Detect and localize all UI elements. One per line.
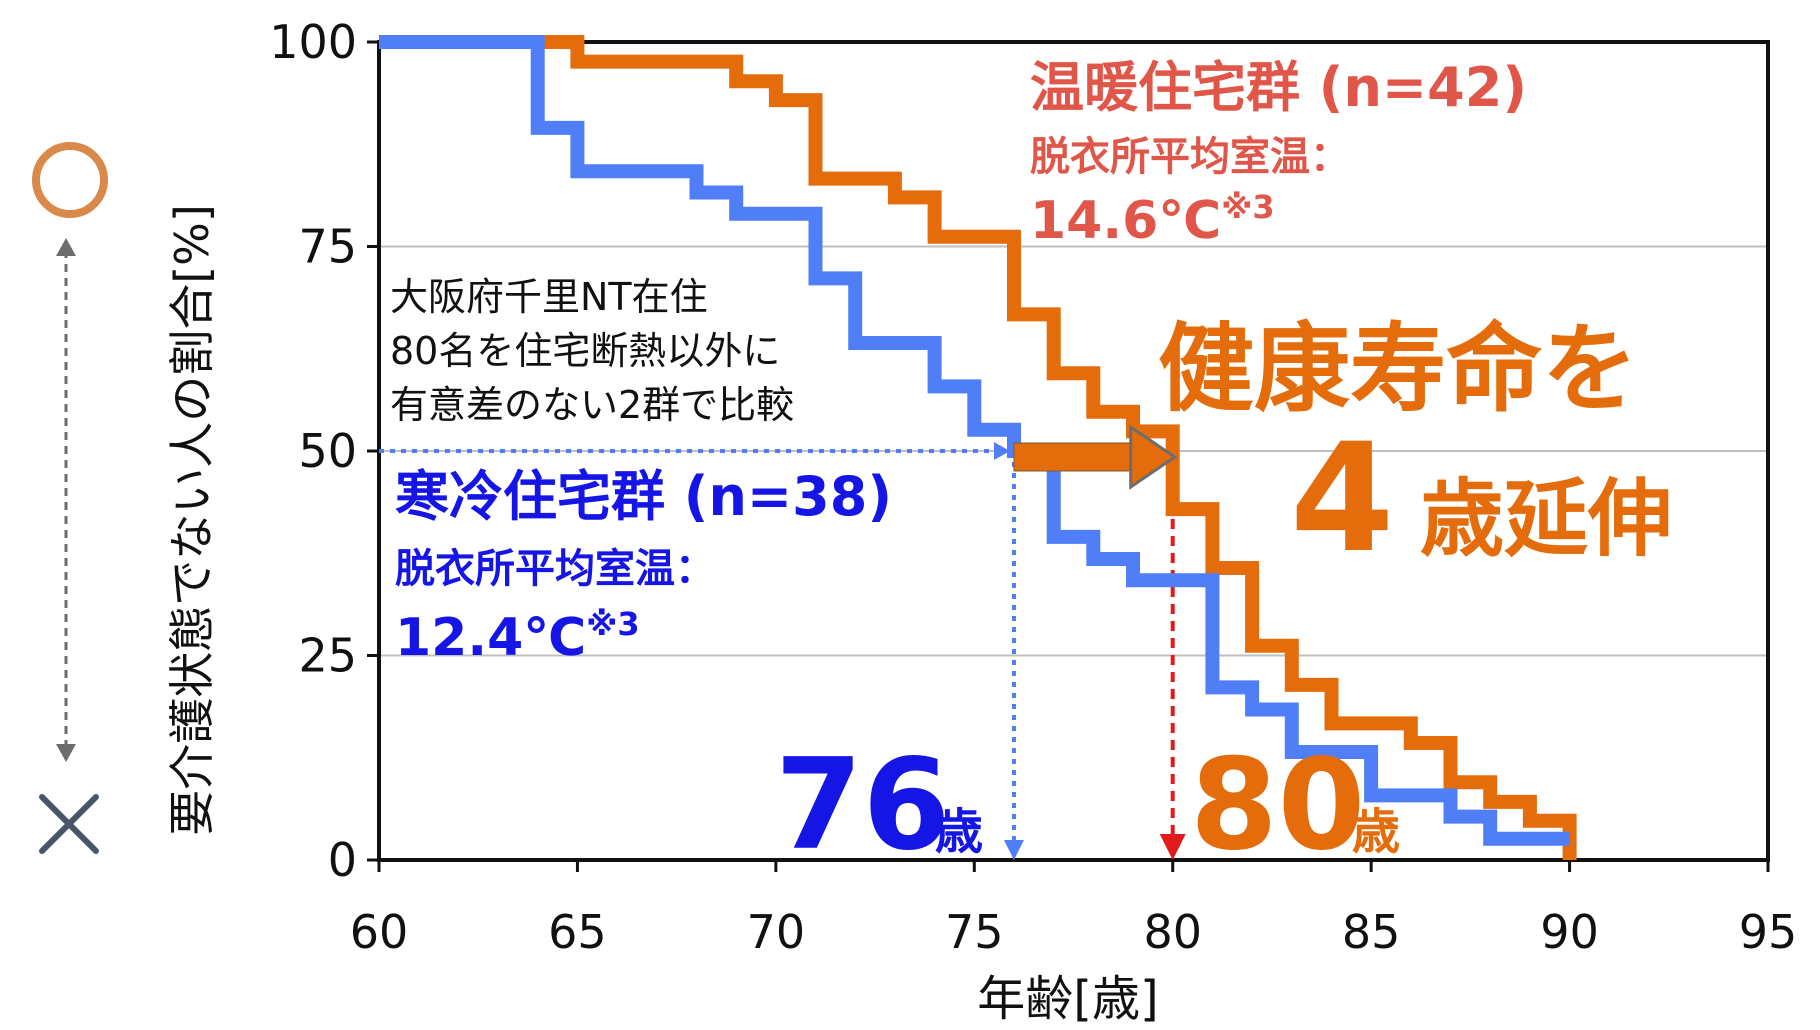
x-tick-label: 75 [945,905,1004,959]
bad-cross-icon [39,794,99,854]
y-tick-label: 50 [298,424,357,478]
y-axis-label: 要介護状態でない人の割合[%] [165,204,219,836]
x-tick-label: 80 [1143,905,1202,959]
study-line-1: 大阪府千里NT在住 [390,275,708,319]
x-tick-label: 90 [1540,905,1599,959]
y-tick-label: 75 [298,220,357,274]
shift-arrow-icon [1013,424,1178,490]
good-circle-icon [32,142,108,218]
cold-group-title: 寒冷住宅群 (n=38) [395,465,892,528]
cold-temp-value: 12.4℃ [395,608,586,668]
cold-temp-note: ※3 [586,605,639,643]
y-tick-label: 100 [269,15,357,69]
warm-temp-label: 脱衣所平均室温： [1030,134,1350,180]
warm-temp-note: ※3 [1221,188,1274,226]
cold-median-arrow-icon [993,442,1010,460]
cold-age-unit: 歳 [935,804,983,860]
warm-age-unit: 歳 [1352,804,1400,860]
warm-temp-value: 14.6℃ [1030,191,1221,251]
x-tick-label: 60 [350,905,409,959]
headline-1: 健康寿命を [1158,313,1638,425]
y-tick-label: 0 [328,833,357,887]
cold-age-number: 76 [775,731,950,878]
cold-temp: 12.4℃※3 [395,605,640,668]
warm-group-title: 温暖住宅群 (n=42) [1030,56,1527,119]
y-tick-labels: 0 25 50 75 100 [269,15,379,887]
headline-2-text: 歳延伸 [1420,470,1672,568]
x-tick-label: 70 [747,905,806,959]
x-tick-label: 85 [1342,905,1401,959]
x-tick-label: 95 [1739,905,1798,959]
median-guides [379,442,1186,860]
headline-2-number: 4 [1290,412,1394,586]
warm-age-number: 80 [1190,731,1365,878]
cold-age-arrow-icon [1003,840,1024,860]
shift-arrow-body [1013,442,1134,472]
study-line-2: 80名を住宅断熱以外に [390,329,780,373]
x-axis-label: 年齢[歳] [977,971,1158,1027]
warm-temp: 14.6℃※3 [1030,188,1275,251]
direction-arrow-up-icon [56,238,76,256]
y-tick-label: 25 [298,629,357,683]
cold-temp-label: 脱衣所平均室温： [395,546,715,592]
shift-arrow-head [1129,424,1178,490]
study-line-3: 有意差のない2群で比較 [390,383,794,427]
direction-arrow-down-icon [56,744,76,762]
x-tick-label: 65 [548,905,607,959]
x-tick-labels: 60 65 70 75 80 85 90 95 [350,860,1798,959]
warm-age-arrow-icon [1159,834,1186,860]
